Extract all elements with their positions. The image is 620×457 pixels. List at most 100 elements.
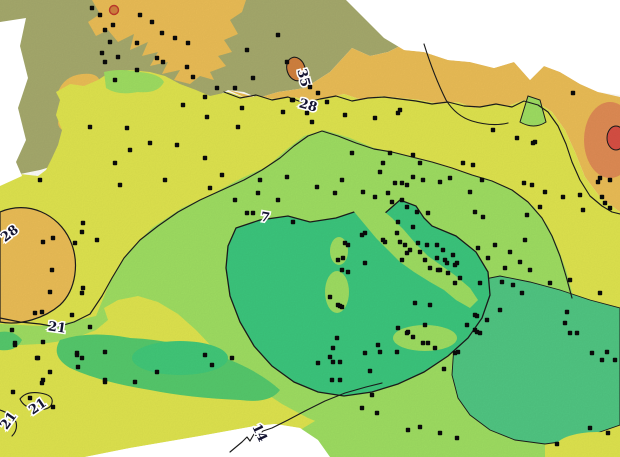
contour-21-corner-line: [0, 409, 18, 437]
station-dot: [420, 340, 426, 346]
station-dot: [349, 150, 355, 156]
station-dot: [307, 84, 313, 90]
station-dot: [519, 290, 525, 296]
station-dot: [490, 127, 496, 133]
station-dot: [315, 360, 321, 366]
station-dot: [79, 229, 85, 235]
station-dot: [235, 124, 241, 130]
station-dot: [89, 5, 95, 11]
station-dot: [455, 349, 461, 355]
station-dot: [180, 102, 186, 108]
station-dot: [32, 310, 38, 316]
station-dot: [460, 160, 466, 166]
station-dot: [97, 12, 103, 18]
station-dot: [599, 357, 605, 363]
station-dot: [507, 249, 513, 255]
station-dot: [467, 189, 473, 195]
station-dot: [202, 155, 208, 161]
station-dot: [244, 210, 250, 216]
station-dot: [560, 194, 566, 200]
station-dot: [595, 179, 601, 185]
station-dot: [397, 239, 403, 245]
station-dot: [404, 330, 410, 336]
station-dot: [537, 204, 543, 210]
station-dot: [574, 330, 580, 336]
station-dot: [257, 177, 263, 183]
station-dot: [329, 377, 335, 383]
station-dot: [80, 220, 86, 226]
station-dot: [427, 265, 433, 271]
station-dot: [510, 282, 516, 288]
station-dot: [372, 194, 378, 200]
station-dot: [502, 265, 508, 271]
station-dot: [425, 340, 431, 346]
station-dot: [160, 59, 166, 65]
station-dot: [492, 242, 498, 248]
station-dot: [232, 197, 238, 203]
station-dot: [330, 359, 336, 365]
station-dot: [154, 369, 160, 375]
station-dot: [607, 205, 613, 211]
station-dot: [79, 355, 85, 361]
station-dot: [340, 255, 346, 261]
station-dot: [414, 209, 420, 215]
contour-label: 35: [293, 67, 312, 88]
station-dot: [530, 140, 536, 146]
contour-21-line: [0, 130, 573, 328]
station-dot: [102, 379, 108, 385]
station-dot: [185, 40, 191, 46]
station-dot: [434, 242, 440, 248]
station-dot: [377, 169, 383, 175]
station-dot: [50, 235, 56, 241]
station-dot: [304, 110, 310, 116]
contour-label: 28: [297, 96, 318, 115]
station-dot: [342, 112, 348, 118]
station-dot: [474, 329, 480, 335]
station-dot: [12, 342, 18, 348]
station-dot: [587, 425, 593, 431]
station-dot: [332, 190, 338, 196]
station-dot: [479, 177, 485, 183]
station-dot: [207, 185, 213, 191]
station-dot: [172, 35, 178, 41]
station-dot: [315, 90, 321, 96]
stations-layer: [9, 5, 618, 447]
station-dot: [529, 182, 535, 188]
station-dot: [404, 250, 410, 256]
station-dot: [40, 239, 46, 245]
station-dot: [209, 362, 215, 368]
station-dot: [27, 395, 33, 401]
station-dot: [472, 209, 478, 215]
station-dot: [39, 309, 45, 315]
station-dot: [567, 277, 573, 283]
station-dot: [597, 175, 603, 181]
station-dot: [337, 359, 343, 365]
station-dot: [229, 355, 235, 361]
station-dot: [389, 199, 395, 205]
station-dot: [335, 257, 341, 263]
station-dot: [402, 242, 408, 248]
station-dot: [480, 214, 486, 220]
station-dot: [542, 189, 548, 195]
station-dot: [432, 345, 438, 351]
station-dot: [477, 280, 483, 286]
station-dot: [387, 150, 393, 156]
station-dot: [577, 192, 583, 198]
station-dot: [437, 430, 443, 436]
station-dot: [547, 280, 553, 286]
contour-label: 7: [259, 210, 271, 226]
station-dot: [117, 182, 123, 188]
station-dot: [412, 300, 418, 306]
station-dot: [580, 207, 586, 213]
station-dot: [420, 177, 426, 183]
station-dot: [377, 349, 383, 355]
station-dot: [154, 55, 160, 61]
station-dot: [452, 280, 458, 286]
station-dot: [410, 224, 416, 230]
station-dot: [445, 270, 451, 276]
station-dot: [422, 257, 428, 263]
station-dot: [334, 335, 340, 341]
station-dot: [290, 97, 296, 103]
